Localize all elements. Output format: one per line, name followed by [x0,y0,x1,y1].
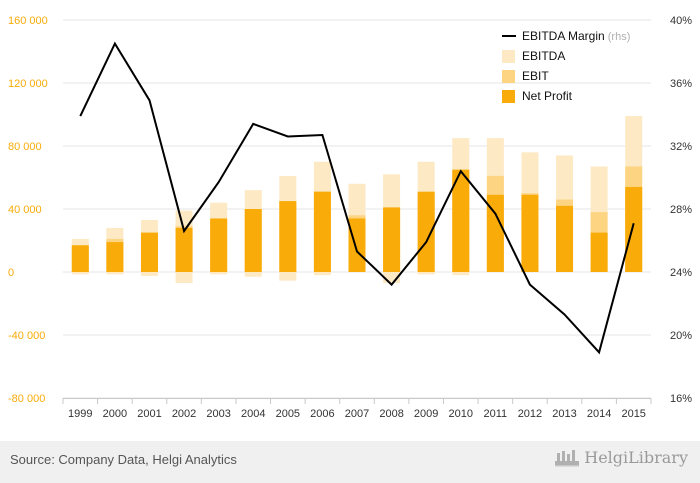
legend-label-text: EBITDA [522,49,565,63]
y-right-tick-label: 20% [670,330,692,342]
x-tick-label: 2012 [518,408,542,420]
bar-negative [279,272,297,281]
x-tick-label: 2001 [137,408,161,420]
y-left-tick-label: -80 000 [8,393,45,405]
line-ebitda-margin [79,41,635,355]
bar-net-profit [210,218,228,272]
bar-net-profit [71,245,89,272]
bar-negative [383,272,401,284]
bar-net-profit [521,194,539,272]
chart: 1999 2000 2001 2002 2003 2004 2005 2006 2007 2008… [8,15,692,420]
brand-logo[interactable]: HelgiLibrary [554,447,688,467]
legend-label: Net Profit [522,89,573,103]
source-note: Source: Company Data, Helgi Analytics [10,452,237,467]
x-tick-label: 2005 [276,408,300,420]
helgi-building-icon [555,450,580,467]
y-right-tick-label: 16% [670,393,692,405]
bar-negative [140,272,158,276]
bar-net-profit [244,209,262,272]
y-left-tick-label: 160 000 [8,15,48,27]
bar-negative [210,272,228,275]
x-tick-label: 1999 [68,408,92,420]
bar-net-profit [140,232,158,272]
legend-label: EBITDA Margin (rhs) [522,29,630,43]
bar-negative [175,272,193,284]
x-tick-label: 2014 [587,408,611,420]
y-left-tick-label: 0 [8,267,14,279]
bar-net-profit [348,218,366,272]
bar-negative [417,272,435,275]
y-right-tick-label: 24% [670,267,692,279]
bar-negative [71,272,89,275]
footer-bar [0,441,700,483]
bar-negative [106,272,124,275]
bar-net-profit [486,194,504,272]
legend-label-text: EBIT [522,69,549,83]
bar-net-profit [383,207,401,272]
x-tick-label: 2004 [241,408,265,420]
legend: EBITDA Margin (rhs) EBITDA EBIT Net Profit [502,29,630,103]
y-left-tick-label: 120 000 [8,78,48,90]
legend-marker-square [502,90,515,103]
bar-negative [244,272,262,277]
bar-net-profit [556,205,574,272]
legend-marker-square [502,70,515,83]
y-right-tick-label: 32% [670,141,692,153]
bar-negative [452,272,470,276]
x-tick-label: 2010 [449,408,473,420]
x-tick-label: 2002 [172,408,196,420]
bars [71,116,643,284]
x-tick-label: 2007 [345,408,369,420]
x-tick-label: 2003 [206,408,230,420]
x-tick-label: 2011 [484,408,508,420]
y-left-tick-label: 80 000 [8,141,42,153]
legend-label-text: Net Profit [522,89,573,103]
bar-net-profit [590,232,608,272]
margin-line [79,41,635,355]
bar-net-profit [106,242,124,272]
y-left-tick-label: 40 000 [8,204,42,216]
x-tick-label: 2013 [552,408,576,420]
y-right-tick-label: 36% [670,78,692,90]
x-tick-label: 2009 [414,408,438,420]
x-tick-label: 2000 [103,408,127,420]
x-tick-label: 2015 [621,408,645,420]
y-right-tick-label: 28% [670,204,692,216]
x-axis: 1999 2000 2001 2002 2003 2004 2005 2006 2007 2008… [62,398,652,420]
x-tick-label: 2008 [379,408,403,420]
y-left-tick-label: -40 000 [8,330,45,342]
bar-net-profit [625,186,643,272]
legend-label-suffix: (rhs) [605,31,631,43]
brand-name: HelgiLibrary [584,447,688,467]
bar-net-profit [452,169,470,272]
bar-net-profit [175,227,193,272]
y-axis-left: -80 000 -40 000 0 40 000 80 000 120 000 160 00… [8,15,48,405]
y-right-tick-label: 40% [670,15,692,27]
y-axis-right: 16% 20% 24% 28% 32% 36% 40% [670,15,692,405]
bar-net-profit [417,191,435,272]
bar-net-profit [279,201,297,272]
bar-negative [313,272,331,276]
bar-net-profit [313,191,331,272]
legend-label: EBITDA [522,49,565,63]
legend-marker-square [502,50,515,63]
x-tick-label: 2006 [310,408,334,420]
legend-label-text: EBITDA Margin [522,29,605,43]
legend-label: EBIT [522,69,549,83]
